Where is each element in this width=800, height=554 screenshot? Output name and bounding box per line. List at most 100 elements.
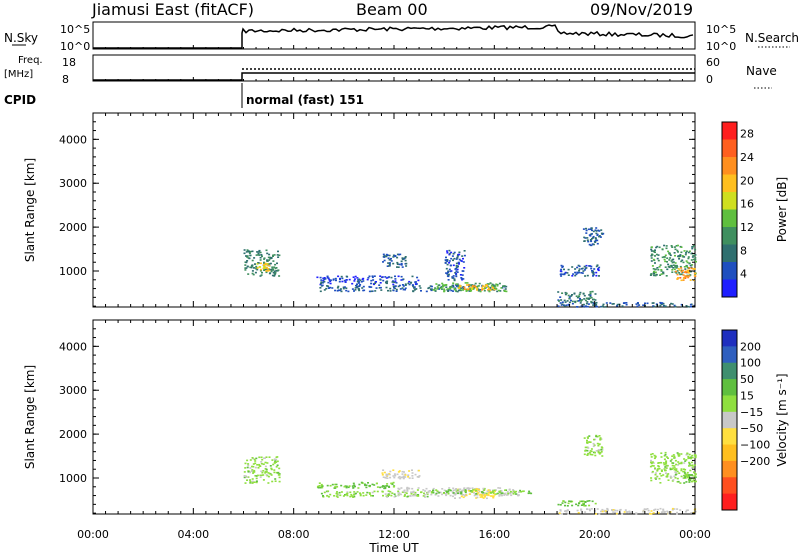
- power-echo-cell: [443, 290, 446, 293]
- power-colorbar-tick: 4: [740, 268, 747, 281]
- velocity-echo-cell: [654, 473, 657, 476]
- power-echo-cell: [687, 272, 690, 274]
- velocity-echo-cell: [614, 511, 616, 514]
- nsky-label: N.Sky: [4, 31, 38, 45]
- power-echo-cell: [583, 240, 586, 242]
- velocity-echo-cell: [601, 510, 604, 513]
- velocity-echo-cell: [275, 458, 278, 461]
- power-echo-cell: [452, 275, 455, 277]
- power-echo-cell: [557, 305, 560, 307]
- power-colorbar-frame: [721, 121, 738, 298]
- power-echo-cell: [489, 288, 492, 290]
- velocity-echo-cell: [426, 492, 429, 495]
- velocity-echo-cell: [376, 490, 379, 493]
- velocity-echo-cell: [458, 490, 461, 493]
- power-echo-cell: [443, 284, 446, 287]
- power-echo-cell: [592, 273, 595, 275]
- power-echo-cell: [564, 293, 567, 296]
- power-echo-cell: [680, 269, 683, 272]
- power-echo-cell: [272, 255, 274, 257]
- velocity-echo-cell: [586, 508, 588, 510]
- velocity-echo-cell: [683, 474, 686, 477]
- velocity-echo-cell: [317, 486, 320, 489]
- velocity-echo-cell: [669, 467, 672, 470]
- velocity-echo-cell: [588, 500, 591, 502]
- power-echo-cell: [492, 284, 495, 286]
- velocity-echo-cell: [387, 490, 390, 492]
- power-echo-cell: [272, 260, 275, 262]
- velocity-echo-cell: [499, 487, 502, 489]
- velocity-echo-cell: [683, 458, 686, 460]
- velocity-echo-cell: [557, 503, 560, 506]
- velocity-echo-cell: [580, 504, 583, 506]
- velocity-echo-cell: [690, 467, 693, 469]
- power-echo-cell: [464, 288, 466, 290]
- power-echo-cell: [663, 256, 666, 258]
- velocity-echo-cell: [256, 464, 259, 466]
- velocity-echo-cell: [427, 491, 430, 493]
- velocity-echo-cell: [412, 493, 415, 496]
- power-echo-cell: [381, 276, 384, 278]
- velocity-echo-cell: [584, 449, 587, 452]
- power-echo-cell: [694, 273, 697, 276]
- velocity-echo-cell: [487, 492, 490, 494]
- power-echo-cell: [585, 229, 588, 232]
- power-echo-cell: [670, 264, 673, 267]
- velocity-echo-cell: [336, 491, 338, 493]
- velocity-echo-cell: [417, 476, 420, 478]
- velocity-ytick-label: 2000: [59, 428, 87, 441]
- power-echo-cell: [565, 304, 568, 306]
- power-echo-cell: [581, 267, 584, 270]
- velocity-echo-cell: [512, 489, 515, 491]
- power-echo-cell: [585, 297, 588, 300]
- power-echo-cell: [675, 264, 678, 267]
- velocity-echo-cell: [243, 471, 246, 473]
- power-echo-cell: [425, 290, 428, 293]
- velocity-echo-cell: [597, 451, 600, 453]
- power-echo-cell: [413, 287, 415, 289]
- velocity-echo-cell: [487, 494, 490, 496]
- nsky-tick-bottom: 10^0: [60, 40, 90, 53]
- velocity-echo-cell: [255, 477, 258, 480]
- velocity-echo-cell: [387, 494, 390, 496]
- power-echo-cell: [686, 275, 689, 277]
- power-echo-cell: [405, 262, 408, 265]
- power-echo-cell: [594, 241, 597, 243]
- power-echo-cell: [497, 289, 500, 292]
- power-echo-cell: [268, 272, 271, 275]
- velocity-echo-cell: [684, 477, 687, 479]
- power-echo-cell: [670, 266, 673, 268]
- velocity-echo-cell: [253, 481, 256, 483]
- power-echo-cell: [476, 287, 479, 290]
- power-echo-cell: [390, 257, 392, 260]
- velocity-echo-cell: [654, 472, 657, 474]
- velocity-echo-cell: [397, 476, 400, 479]
- velocity-echo-cell: [362, 492, 365, 494]
- velocity-colorbar-swatch: [722, 411, 737, 429]
- velocity-echo-cell: [336, 486, 339, 488]
- power-echo-cell: [672, 267, 675, 269]
- power-echo-cell: [685, 260, 688, 262]
- velocity-echo-cell: [642, 509, 645, 512]
- velocity-echo-cell: [683, 477, 686, 479]
- power-echo-cell: [693, 279, 695, 282]
- power-echo-cell: [362, 285, 365, 288]
- power-echo-cell: [266, 260, 269, 262]
- power-echo-cell: [491, 283, 494, 286]
- power-echo-cell: [685, 250, 688, 253]
- power-echo-cell: [679, 269, 682, 272]
- power-echo-cell: [329, 286, 332, 289]
- power-echo-cell: [686, 270, 689, 272]
- power-echo-cell: [654, 268, 657, 271]
- power-echo-cell: [370, 290, 373, 293]
- velocity-colorbar-swatch: [722, 330, 737, 347]
- velocity-echo-cell: [519, 489, 522, 492]
- velocity-echo-cell: [244, 475, 247, 477]
- power-echo-cell: [455, 284, 457, 286]
- velocity-echo-cell: [558, 512, 561, 514]
- power-echo-cell: [434, 287, 437, 289]
- velocity-echo-cell: [583, 505, 586, 507]
- power-echo-cell: [493, 288, 496, 290]
- velocity-echo-cell: [595, 434, 598, 437]
- velocity-echo-cell: [403, 491, 406, 494]
